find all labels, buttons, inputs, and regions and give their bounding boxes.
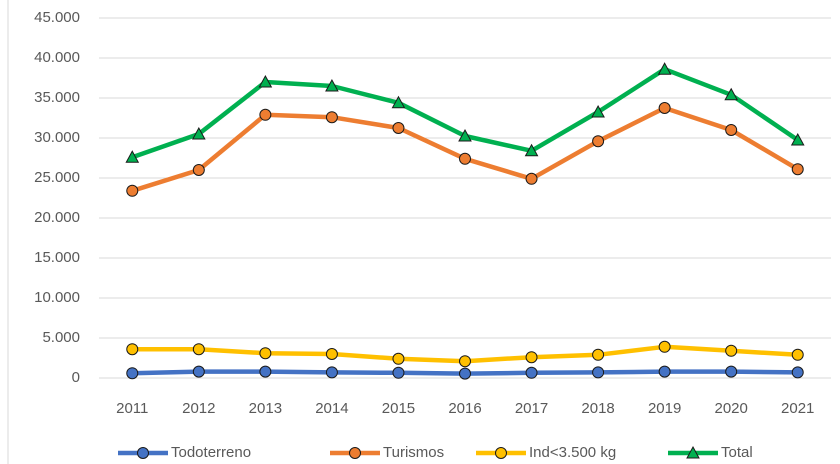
data-point — [592, 348, 605, 361]
y-tick-label: 10.000 — [34, 289, 80, 306]
data-point — [325, 348, 338, 360]
data-point — [325, 78, 339, 92]
data-point — [724, 87, 739, 101]
data-point — [126, 184, 139, 197]
y-tick-label: 5.000 — [42, 329, 80, 346]
x-tick-label: 2018 — [581, 400, 614, 417]
y-tick-label: 0 — [72, 369, 80, 386]
legend-label: Total — [721, 444, 753, 461]
data-point — [192, 365, 205, 378]
x-tick-label: 2013 — [249, 400, 282, 417]
data-point — [392, 352, 405, 365]
data-point — [259, 108, 272, 121]
legend-label: Turismos — [383, 444, 444, 461]
data-point — [391, 95, 406, 109]
data-point — [125, 150, 140, 163]
y-tick-label: 30.000 — [34, 129, 80, 146]
data-point — [126, 343, 139, 356]
data-point — [592, 135, 605, 148]
data-point — [525, 351, 538, 364]
data-point — [524, 143, 539, 157]
data-point — [791, 163, 804, 176]
data-point — [392, 366, 405, 379]
data-point — [259, 365, 272, 378]
data-point — [392, 122, 405, 134]
data-point — [458, 128, 472, 142]
legend-marker — [686, 445, 700, 459]
y-tick-label: 25.000 — [34, 169, 80, 186]
y-tick-label: 20.000 — [34, 209, 80, 226]
x-tick-label: 2014 — [315, 400, 348, 417]
data-point — [790, 132, 805, 146]
y-tick-label: 15.000 — [34, 249, 80, 266]
x-tick-label: 2012 — [182, 400, 215, 417]
legend-marker — [349, 447, 361, 459]
x-tick-label: 2015 — [382, 400, 415, 417]
data-point — [525, 172, 538, 185]
data-point — [725, 124, 738, 136]
x-tick-label: 2017 — [515, 400, 548, 417]
y-tick-label: 40.000 — [34, 49, 80, 66]
legend-marker — [495, 447, 507, 459]
y-tick-label: 45.000 — [34, 9, 80, 26]
data-point — [459, 152, 471, 165]
y-tick-label: 35.000 — [34, 89, 80, 106]
legend-label: Todoterreno — [171, 444, 251, 461]
x-tick-label: 2021 — [781, 400, 814, 417]
legend-label: Ind<3.500 kg — [529, 444, 616, 461]
data-point — [459, 367, 471, 380]
legend-marker — [137, 447, 149, 459]
data-point — [657, 62, 672, 75]
data-point — [325, 366, 338, 379]
data-point — [725, 344, 738, 357]
x-tick-label: 2016 — [448, 400, 481, 417]
data-point — [791, 366, 804, 379]
data-point — [791, 348, 804, 361]
data-point — [591, 104, 605, 118]
data-point — [725, 365, 738, 378]
data-point — [658, 102, 671, 114]
data-point — [258, 74, 273, 88]
data-point — [325, 111, 338, 124]
x-tick-label: 2011 — [116, 400, 148, 417]
data-point — [192, 164, 205, 176]
x-tick-label: 2020 — [714, 400, 747, 417]
data-point — [658, 365, 671, 378]
data-point — [259, 347, 272, 360]
data-point — [191, 126, 206, 140]
data-point — [192, 343, 205, 356]
data-point — [525, 366, 538, 379]
data-point — [459, 355, 471, 368]
data-point — [658, 340, 671, 353]
x-tick-label: 2019 — [648, 400, 681, 417]
data-point — [126, 367, 139, 380]
data-point — [592, 366, 605, 379]
